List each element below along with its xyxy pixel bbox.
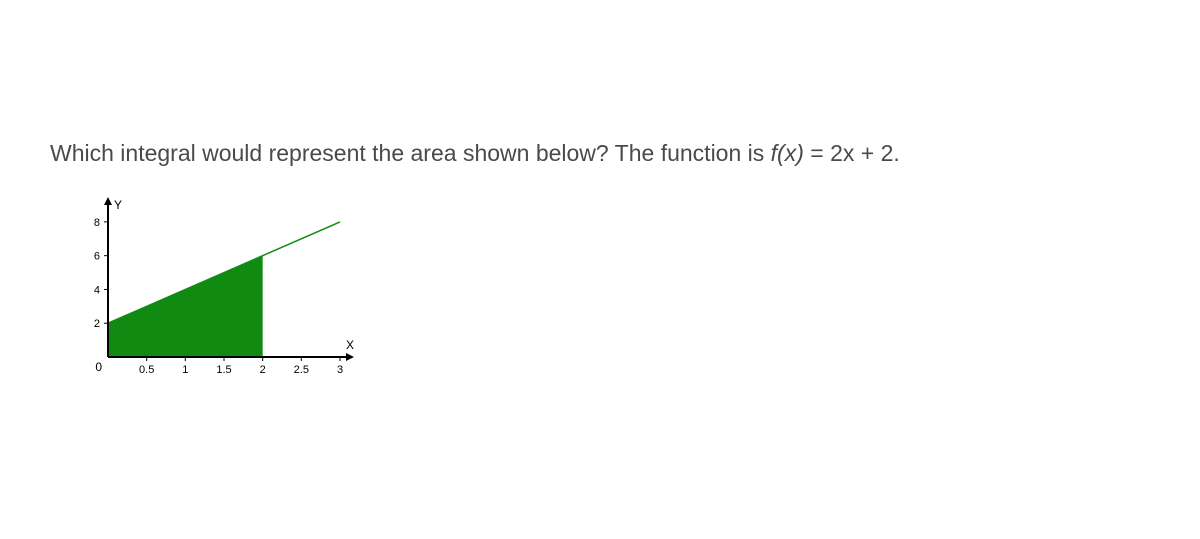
y-tick-label: 2 [94, 318, 100, 330]
shaded-area [108, 256, 263, 357]
y-axis-label: Y [114, 198, 122, 212]
y-tick-label: 6 [94, 251, 100, 263]
x-tick-label: 2.5 [294, 364, 309, 376]
origin-label: 0 [95, 360, 102, 374]
y-tick-label: 8 [94, 217, 100, 229]
question-prefix: Which integral would represent the area … [50, 140, 771, 166]
x-tick-label: 2 [260, 364, 266, 376]
y-tick-label: 4 [94, 284, 100, 296]
question-text: Which integral would represent the area … [50, 140, 900, 167]
x-tick-label: 1 [182, 364, 188, 376]
chart-container: 0.5 1 1.5 2 2.5 3 2 4 6 8 0 X Y [80, 195, 360, 385]
x-tick-label: 0.5 [139, 364, 154, 376]
integral-area-chart: 0.5 1 1.5 2 2.5 3 2 4 6 8 0 X Y [80, 195, 360, 385]
y-axis-arrow [104, 197, 112, 205]
question-fn-label: f(x) [771, 140, 804, 166]
x-tick-label: 1.5 [216, 364, 231, 376]
question-fn-eq: = 2x + 2. [804, 140, 900, 166]
x-tick-label: 3 [337, 364, 343, 376]
x-axis-label: X [346, 338, 354, 352]
x-axis-arrow [346, 353, 354, 361]
